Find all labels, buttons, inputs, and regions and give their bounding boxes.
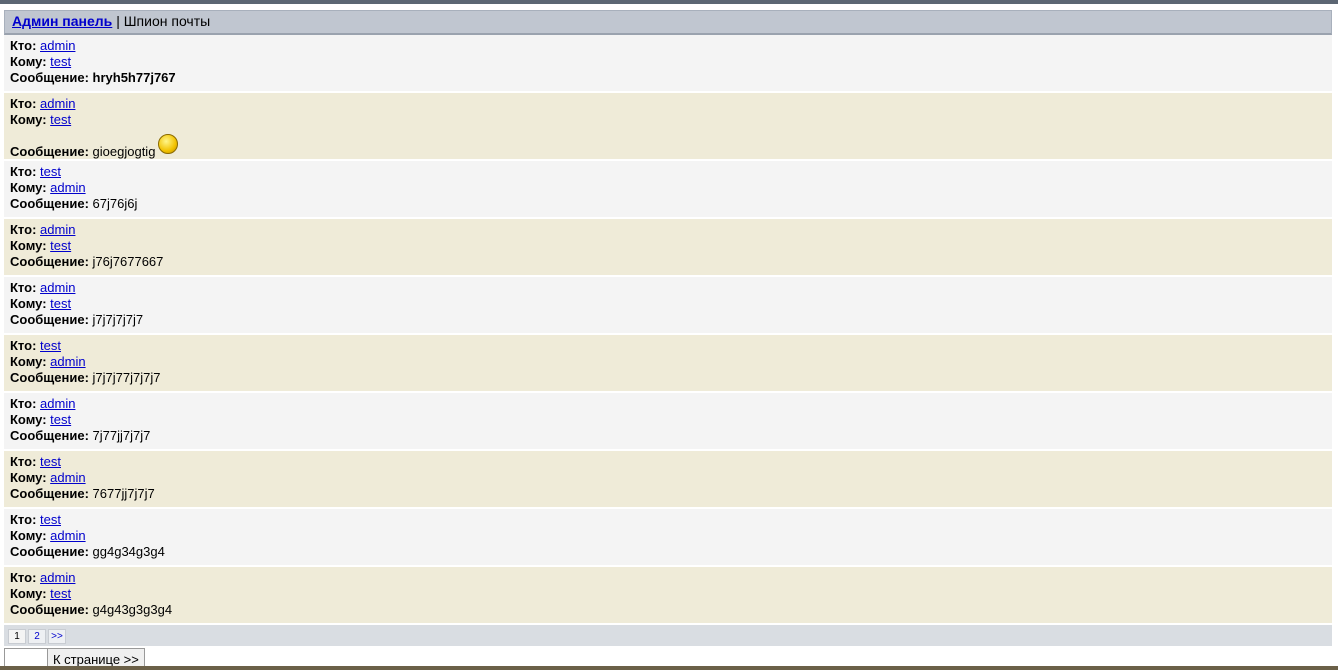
to-label: Кому: [10,586,47,601]
page-number-input[interactable] [4,648,50,668]
message-row: Кто: admin Кому: test Сообщение: j7j7j7j7j… [4,277,1332,335]
from-label: Кто: [10,38,37,53]
recipient-link[interactable]: admin [50,354,86,369]
from-label: Кто: [10,164,37,179]
from-label: Кто: [10,280,37,295]
recipient-link[interactable]: admin [50,180,86,195]
message-text: 67j76j6j [92,196,138,211]
to-label: Кому: [10,54,47,69]
message-row: Кто: test Кому: admin Сообщение: j7j7j77j7… [4,335,1332,393]
from-label: Кто: [10,570,37,585]
mail-spy-panel: Админ панель | Шпион почты Кто: admin Ком… [4,10,1332,646]
to-label: Кому: [10,180,47,195]
message-text: hryh5h77j767 [92,70,176,85]
to-label: Кому: [10,112,47,127]
to-label: Кому: [10,354,47,369]
admin-panel-link[interactable]: Админ панель [12,13,113,29]
from-label: Кто: [10,512,37,527]
message-row: Кто: test Кому: admin Сообщение: 67j76j6j [4,161,1332,219]
to-label: Кому: [10,528,47,543]
message-text: 7j77jj7j7j7 [92,428,151,443]
message-row: Кто: admin Кому: test Сообщение: g4g43g3g3… [4,567,1332,625]
sender-link[interactable]: test [40,338,61,353]
pagination: 1 2 >> [4,625,1332,646]
sender-link[interactable]: admin [40,570,76,585]
breadcrumb-separator: | [116,13,120,29]
to-label: Кому: [10,470,47,485]
recipient-link[interactable]: test [50,54,72,69]
from-label: Кто: [10,338,37,353]
message-row: Кто: admin Кому: test Сообщение: j76j76776… [4,219,1332,277]
from-label: Кто: [10,222,37,237]
message-label: Сообщение: [10,486,89,501]
message-row: Кто: admin Кому: test Сообщение: 7j77jj7j7… [4,393,1332,451]
recipient-link[interactable]: test [50,238,72,253]
goto-page-button[interactable]: К странице >> [47,648,145,670]
sender-link[interactable]: test [40,164,61,179]
message-text: g4g43g3g3g4 [92,602,173,617]
message-text: j7j7j7j7j7 [92,312,144,327]
smiley-emoticon-icon [158,134,179,154]
from-label: Кто: [10,96,37,111]
panel-header: Админ панель | Шпион почты [4,10,1332,35]
message-row: Кто: admin Кому: test Сообщение: gioegjogt… [4,93,1332,161]
message-label: Сообщение: [10,144,89,159]
message-text: 7677jj7j7j7 [92,486,155,501]
taskbar [0,666,1338,670]
page-link[interactable]: 1 [8,629,26,644]
message-text: gioegjogtig [92,144,156,159]
message-text: j7j7j77j7j7j7 [92,370,161,385]
page-link[interactable]: >> [48,629,66,644]
message-row: Кто: admin Кому: test Сообщение: hryh5h77j… [4,35,1332,93]
message-label: Сообщение: [10,428,89,443]
sender-link[interactable]: admin [40,280,76,295]
recipient-link[interactable]: test [50,412,72,427]
recipient-link[interactable]: test [50,586,72,601]
message-label: Сообщение: [10,196,89,211]
message-label: Сообщение: [10,544,89,559]
message-label: Сообщение: [10,312,89,327]
sender-link[interactable]: test [40,454,61,469]
recipient-link[interactable]: admin [50,470,86,485]
message-text: j76j7677667 [92,254,164,269]
to-label: Кому: [10,412,47,427]
recipient-link[interactable]: test [50,296,72,311]
message-label: Сообщение: [10,602,89,617]
page-title: Шпион почты [123,13,211,29]
recipient-link[interactable]: test [50,112,72,127]
message-row: Кто: test Кому: admin Сообщение: 7677jj7j7… [4,451,1332,509]
message-row: Кто: test Кому: admin Сообщение: gg4g34g3g… [4,509,1332,567]
message-label: Сообщение: [10,254,89,269]
message-text: gg4g34g3g4 [92,544,165,559]
message-label: Сообщение: [10,370,89,385]
goto-page-form: К странице >> [4,648,145,670]
recipient-link[interactable]: admin [50,528,86,543]
sender-link[interactable]: admin [40,96,76,111]
to-label: Кому: [10,238,47,253]
message-label: Сообщение: [10,70,89,85]
page-link[interactable]: 2 [28,629,46,644]
from-label: Кто: [10,454,37,469]
from-label: Кто: [10,396,37,411]
sender-link[interactable]: admin [40,222,76,237]
window-top-border [0,0,1338,4]
sender-link[interactable]: admin [40,38,76,53]
sender-link[interactable]: admin [40,396,76,411]
sender-link[interactable]: test [40,512,61,527]
to-label: Кому: [10,296,47,311]
